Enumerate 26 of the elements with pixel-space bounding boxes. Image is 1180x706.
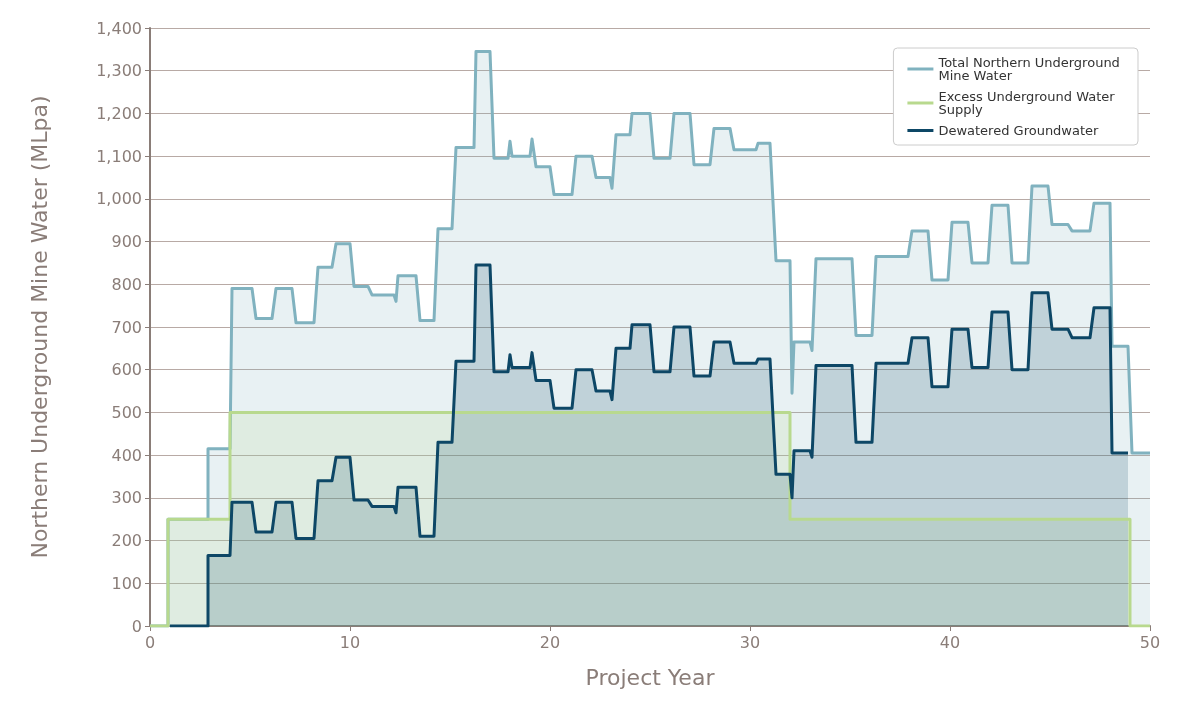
y-tick-label: 700 [111,317,142,337]
y-tick-label: 500 [111,402,142,422]
y-tick-label: 900 [111,232,142,252]
x-tick-label: 20 [539,632,561,652]
legend-label: Total Northern Underground Mine Water [937,55,1125,83]
y-axis-title: Northern Underground Mine Water (MLpa) [26,95,52,559]
y-tick-label: 1,400 [96,18,142,38]
x-tick-label: 50 [1139,632,1161,652]
x-tick-label: 0 [144,632,156,652]
y-tick-label: 1,200 [96,103,142,123]
y-tick-label: 1,100 [96,146,142,166]
y-tick-label: 1,000 [96,189,142,209]
y-tick-label: 0 [131,616,142,636]
x-tick-label: 10 [339,632,361,652]
x-axis-title: Project Year [585,664,716,690]
legend-label: Dewatered Groundwater [938,123,1100,138]
y-tick-label: 600 [111,360,142,380]
y-tick-label: 1,300 [96,61,142,81]
y-tick-label: 300 [111,488,142,508]
x-tick-label: 30 [739,632,761,652]
y-tick-label: 400 [111,445,142,465]
legend-label: Excess Underground Water Supply [938,89,1119,117]
y-tick-label: 100 [111,573,142,593]
y-tick-label: 800 [111,274,142,294]
x-tick-label: 40 [939,632,961,652]
y-tick-label: 200 [111,531,142,551]
